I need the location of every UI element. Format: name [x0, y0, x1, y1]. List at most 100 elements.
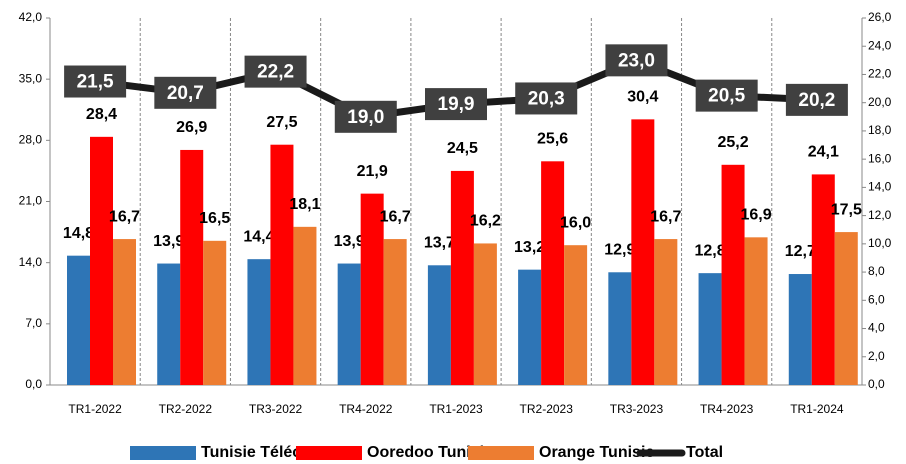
y2-tick-label: 18,0	[868, 123, 892, 137]
legend-label: Tunisie Télécom	[201, 444, 325, 461]
y2-tick-label: 24,0	[868, 38, 892, 52]
value-label: 20,7	[167, 83, 204, 104]
x-tick-label: TR2-2022	[159, 402, 213, 416]
label-box	[244, 55, 307, 88]
x-tick-label: TR3-2023	[610, 402, 664, 416]
bar	[698, 273, 722, 385]
bar	[293, 226, 317, 385]
value-label: 16,0	[560, 214, 591, 231]
bar	[67, 255, 90, 385]
value-label: 28,4	[86, 106, 117, 123]
x-tick-label: TR1-2022	[68, 402, 122, 416]
bar	[247, 259, 271, 385]
value-label: 18,1	[289, 196, 320, 213]
bar	[564, 245, 588, 385]
bar	[450, 170, 474, 385]
label-box	[515, 82, 578, 115]
value-label: 16,7	[380, 208, 411, 225]
value-label: 13,9	[153, 233, 184, 250]
value-label: 27,5	[266, 114, 297, 131]
value-label: 24,1	[808, 144, 839, 161]
bar	[180, 149, 204, 385]
bar	[203, 240, 227, 385]
value-label: 13,2	[514, 239, 545, 256]
legend-swatch	[296, 446, 362, 460]
value-label: 16,5	[199, 210, 230, 227]
x-tick-label: TR4-2023	[700, 402, 754, 416]
bar	[744, 237, 768, 385]
label-box	[785, 83, 848, 116]
y2-tick-label: 12,0	[868, 208, 892, 222]
y2-tick-label: 4,0	[868, 321, 885, 335]
label-box	[425, 88, 487, 121]
value-label: 13,9	[334, 233, 365, 250]
bar	[337, 263, 361, 385]
value-label: 16,2	[470, 213, 501, 230]
bar	[473, 243, 497, 385]
bar	[631, 119, 655, 385]
value-label: 12,9	[604, 241, 635, 258]
legend-swatch	[130, 446, 196, 460]
value-label: 16,7	[109, 208, 140, 225]
value-label: 20,5	[708, 86, 745, 107]
value-label: 30,4	[627, 89, 658, 106]
y-tick-label: 42,0	[19, 10, 43, 24]
y-tick-label: 21,0	[19, 194, 43, 208]
bar	[427, 265, 451, 385]
y2-tick-label: 16,0	[868, 151, 892, 165]
value-label: 12,8	[694, 242, 725, 259]
bar	[541, 161, 565, 385]
value-label: 12,7	[785, 243, 816, 260]
x-tick-label: TR1-2023	[429, 402, 483, 416]
x-tick-label: TR3-2022	[249, 402, 303, 416]
bar	[157, 263, 181, 385]
value-label: 17,5	[831, 201, 862, 218]
bar	[518, 269, 542, 385]
value-label: 21,5	[77, 72, 114, 93]
legend-swatch	[468, 446, 534, 460]
bar	[721, 164, 745, 385]
label-box	[334, 100, 397, 133]
value-label: 19,9	[438, 94, 475, 115]
x-tick-label: TR1-2024	[790, 402, 844, 416]
bar	[654, 239, 678, 385]
value-label: 16,7	[650, 208, 681, 225]
y2-tick-label: 20,0	[868, 95, 892, 109]
label-box	[695, 79, 758, 112]
value-label: 25,6	[537, 131, 568, 148]
y2-tick-label: 8,0	[868, 264, 885, 278]
y2-tick-label: 6,0	[868, 292, 885, 306]
legend-label: Orange Tunisie	[539, 444, 654, 461]
legend-label: Ooredoo Tunisie	[367, 444, 493, 461]
label-box	[605, 44, 668, 77]
bar	[360, 193, 384, 385]
y-tick-label: 28,0	[19, 133, 43, 147]
label-box	[64, 65, 127, 98]
value-label: 20,2	[798, 90, 835, 111]
bar	[608, 272, 632, 385]
bar	[811, 174, 835, 385]
value-label: 19,0	[347, 107, 384, 128]
x-tick-label: TR2-2023	[520, 402, 574, 416]
bar	[834, 232, 858, 385]
bar	[270, 144, 294, 385]
x-tick-label: TR4-2022	[339, 402, 393, 416]
value-label: 14,8	[63, 225, 94, 242]
y2-tick-label: 22,0	[868, 67, 892, 81]
value-label: 26,9	[176, 119, 207, 136]
bar	[383, 239, 407, 385]
bar	[90, 136, 113, 385]
y-tick-label: 7,0	[25, 316, 42, 330]
value-label: 24,5	[447, 140, 478, 157]
legend-label: Total	[686, 444, 723, 461]
y2-tick-label: 26,0	[868, 10, 892, 24]
y2-tick-label: 10,0	[868, 236, 892, 250]
y2-tick-label: 2,0	[868, 349, 885, 363]
y2-tick-label: 0,0	[868, 377, 885, 391]
value-label: 21,9	[357, 163, 388, 180]
value-label: 20,3	[528, 88, 565, 109]
value-label: 16,9	[740, 207, 771, 224]
bar	[788, 274, 812, 385]
